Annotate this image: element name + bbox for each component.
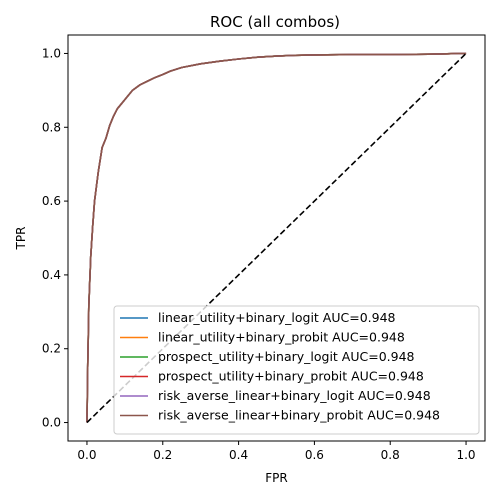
x-tick-label: 1.0	[456, 448, 475, 462]
y-tick-label: 0.2	[42, 342, 61, 356]
legend-label-6: risk_averse_linear+binary_probit AUC=0.9…	[158, 408, 440, 423]
x-tick-label: 0.2	[153, 448, 172, 462]
roc-series-line-6	[86, 52, 467, 423]
y-tick-label: 0.6	[42, 194, 61, 208]
x-tick-label: 0.0	[77, 448, 96, 462]
y-tick-label: 0.4	[42, 268, 61, 282]
chance-diagonal-line	[86, 52, 467, 424]
x-tick-label: 0.8	[381, 448, 400, 462]
y-tick-label: 0.0	[42, 416, 61, 430]
legend-label-1: linear_utility+binary_logit AUC=0.948	[158, 310, 396, 325]
y-tick-label: 1.0	[42, 46, 61, 60]
chart-title: ROC (all combos)	[210, 13, 340, 31]
legend: linear_utility+binary_logit AUC=0.948 lin…	[113, 305, 480, 435]
axis-ticks: 0.0 0.2 0.4 0.6 0.8 1.0 0.0 0.2 0.4 0.6 0.8 1.0	[42, 46, 476, 462]
legend-label-5: risk_averse_linear+binary_logit AUC=0.94…	[158, 388, 431, 403]
legend-box	[113, 305, 480, 435]
legend-label-3: prospect_utility+binary_logit AUC=0.948	[158, 349, 415, 364]
legend-label-2: linear_utility+binary_probit AUC=0.948	[158, 330, 405, 345]
plot-frame	[67, 34, 486, 442]
plot-lines	[86, 52, 467, 424]
x-tick-label: 0.6	[305, 448, 324, 462]
x-tick-label: 0.4	[229, 448, 248, 462]
y-tick-label: 0.8	[42, 120, 61, 134]
y-axis-label: TPR	[14, 227, 28, 251]
legend-label-4: prospect_utility+binary_probit AUC=0.948	[158, 369, 424, 384]
x-axis-label: FPR	[265, 471, 287, 485]
